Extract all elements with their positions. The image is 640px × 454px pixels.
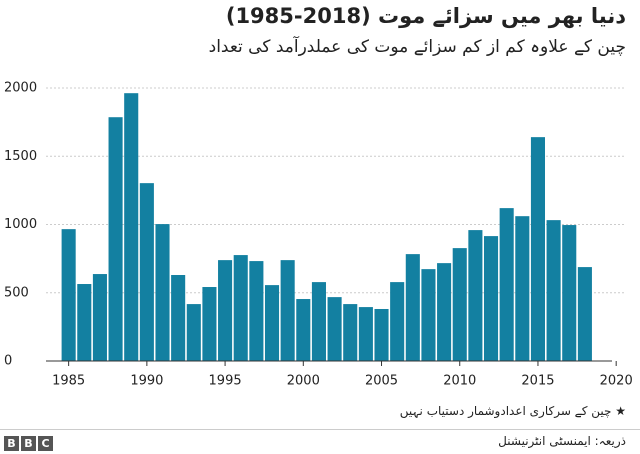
bar [452, 248, 467, 361]
bar [468, 230, 483, 361]
bar [155, 224, 170, 361]
bar [390, 282, 405, 361]
x-tick-label: 1995 [209, 374, 242, 389]
y-tick-label: 1500 [4, 149, 37, 164]
logo-block: B [21, 436, 36, 451]
bar [139, 183, 154, 361]
x-tick-label: 1985 [52, 374, 85, 389]
bar [264, 285, 280, 361]
y-tick-label: 2000 [4, 81, 37, 96]
bar [515, 216, 530, 361]
bar [405, 254, 420, 361]
note: ★ چین کے سرکاری اعدادوشمار دستیاب نہیں [399, 404, 626, 418]
chart-subtitle: چین کے علاوہ کم از کم سزائے موت کی عملدر… [208, 37, 626, 57]
logo-block: C [38, 436, 53, 451]
x-tick-label: 2005 [365, 374, 398, 389]
bar [499, 208, 514, 361]
bar [421, 269, 436, 361]
bar [296, 299, 311, 361]
bar [218, 260, 233, 361]
chart-title: دنیا بھر میں سزائے موت (2018-1985) [225, 4, 626, 28]
y-tick-label: 0 [4, 354, 12, 369]
bar [124, 93, 139, 361]
x-tick-label: 2020 [600, 374, 633, 389]
bar [280, 260, 295, 361]
bar [108, 117, 123, 361]
bar [92, 274, 107, 361]
bar [577, 267, 592, 361]
bar [77, 284, 92, 361]
y-tick-label: 1000 [4, 217, 37, 232]
x-tick-label: 2000 [287, 374, 320, 389]
bar [311, 282, 326, 361]
x-tick-label: 2010 [443, 374, 476, 389]
bar [327, 297, 342, 361]
bar [437, 263, 452, 361]
x-tick-label: 2015 [521, 374, 554, 389]
bar [171, 275, 186, 361]
bar [249, 261, 264, 361]
bar [483, 236, 499, 361]
bar [546, 220, 561, 361]
bar [530, 137, 545, 361]
bar [186, 304, 201, 361]
logo-block: B [4, 436, 19, 451]
bar [61, 229, 76, 361]
bar [202, 287, 217, 361]
bar [562, 225, 577, 361]
y-tick-label: 500 [4, 285, 29, 300]
bar [374, 308, 389, 361]
source: ذریعہ: ایمنسٹی انٹرنیشنل [498, 434, 626, 448]
bar [343, 304, 358, 361]
bar [358, 307, 373, 361]
bar [233, 255, 248, 361]
x-tick-label: 1990 [130, 374, 163, 389]
